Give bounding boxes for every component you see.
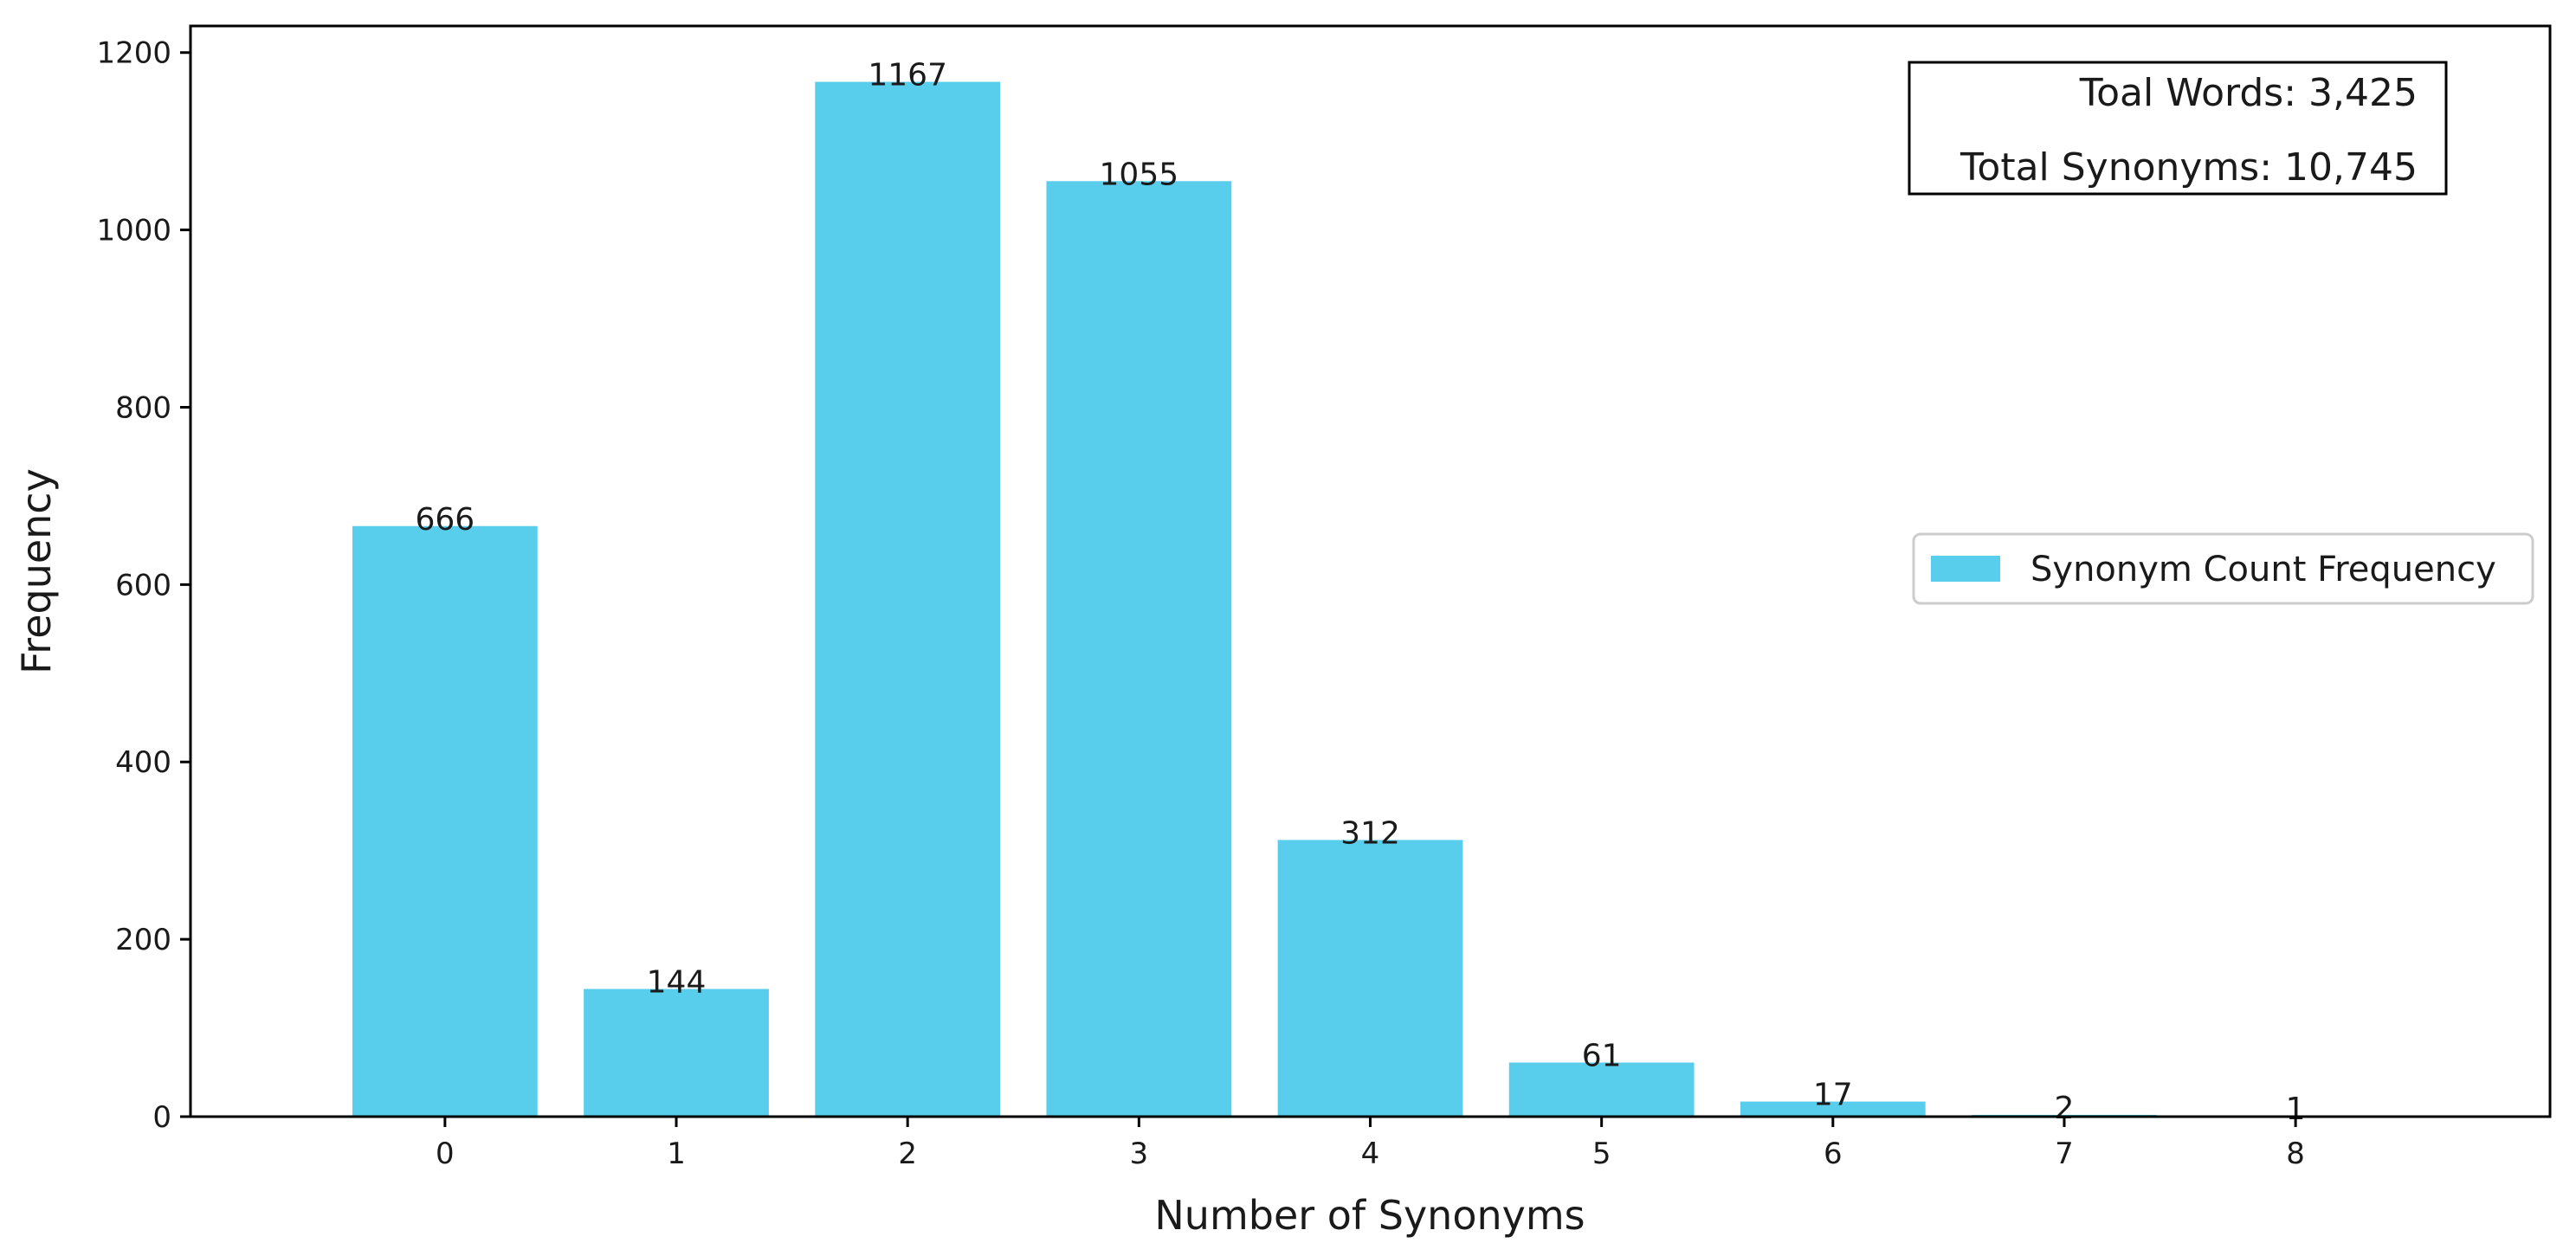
- y-tick-label-600: 600: [115, 568, 171, 602]
- bar-6: [1740, 1101, 1926, 1117]
- bars-group: [352, 81, 2388, 1118]
- legend-label: Synonym Count Frequency: [2030, 550, 2496, 589]
- y-tick-label-1000: 1000: [96, 214, 171, 248]
- legend[interactable]: Synonym Count Frequency: [1912, 532, 2534, 605]
- x-tick-label-1: 1: [667, 1137, 686, 1171]
- bar-value-label-4: 312: [1340, 815, 1400, 851]
- bar-1: [584, 989, 769, 1117]
- x-tick-label-8: 8: [2286, 1137, 2305, 1171]
- bar-2: [815, 81, 1001, 1117]
- stats-box: Toal Words: 3,425 Total Synonyms: 10,745: [1908, 61, 2448, 196]
- bar-3: [1046, 181, 1232, 1117]
- bar-4: [1277, 840, 1463, 1117]
- x-tick-label-0: 0: [436, 1137, 455, 1171]
- x-axis-title: Number of Synonyms: [1154, 1192, 1585, 1239]
- stats-total-words: Toal Words: 3,425: [2079, 71, 2418, 115]
- y-tick-label-400: 400: [115, 745, 171, 780]
- stats-total-synonyms: Total Synonyms: 10,745: [1959, 145, 2418, 190]
- x-tick-label-3: 3: [1130, 1137, 1149, 1171]
- x-tick-label-6: 6: [1824, 1137, 1843, 1171]
- x-tick-label-4: 4: [1361, 1137, 1380, 1171]
- bar-value-label-1: 144: [647, 964, 707, 1000]
- y-tick-label-1200: 1200: [96, 36, 171, 71]
- x-axis: 0 1 2 3 4 5 6 7 8: [436, 1117, 2305, 1171]
- bar-value-label-0: 666: [416, 502, 475, 538]
- bar-0: [352, 525, 538, 1117]
- y-tick-label-200: 200: [115, 923, 171, 957]
- bar-value-label-5: 61: [1582, 1039, 1622, 1074]
- y-tick-label-0: 0: [152, 1100, 171, 1135]
- x-tick-label-5: 5: [1592, 1137, 1611, 1171]
- y-tick-label-800: 800: [115, 390, 171, 425]
- bar-value-label-8: 1: [2286, 1092, 2306, 1127]
- y-axis: 0 200 400 600 800 1000 1200: [96, 36, 190, 1135]
- x-tick-label-7: 7: [2055, 1137, 2074, 1171]
- bar-value-label-2: 1167: [868, 58, 947, 93]
- y-axis-title: Frequency: [13, 468, 60, 674]
- legend-swatch: [1931, 556, 2000, 582]
- x-tick-label-2: 2: [898, 1137, 917, 1171]
- bar-value-label-3: 1055: [1100, 157, 1179, 192]
- bar-value-label-6: 17: [1813, 1078, 1853, 1113]
- legend-frame: [1912, 532, 2534, 605]
- bar-5: [1508, 1062, 1695, 1117]
- stats-box-frame: [1908, 61, 2448, 196]
